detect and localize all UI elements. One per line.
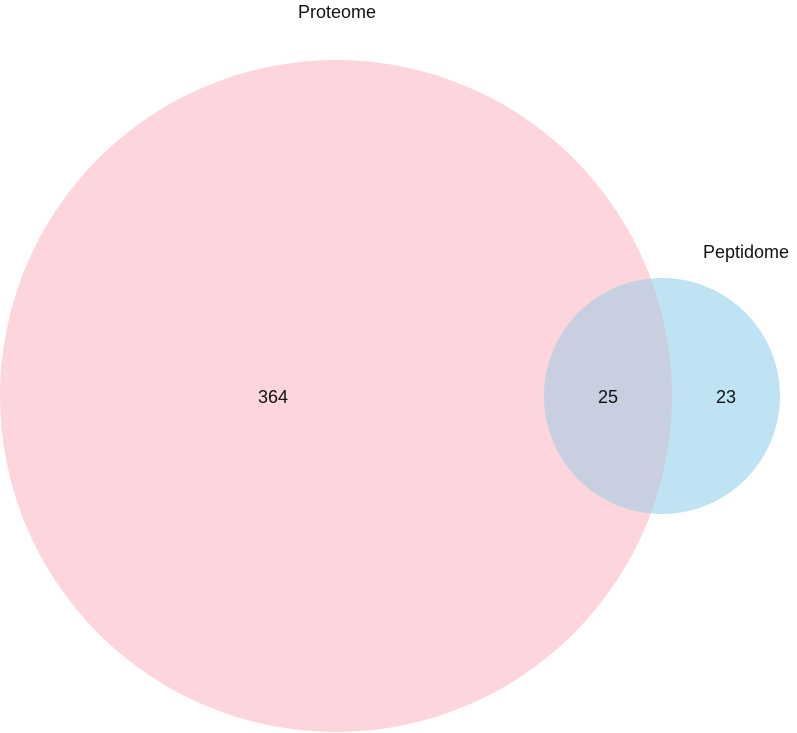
intersection-count: 25 — [598, 387, 618, 407]
proteome-circle — [0, 60, 672, 732]
proteome-set-label: Proteome — [298, 2, 376, 22]
proteome-only-count: 364 — [258, 387, 288, 407]
peptidome-only-count: 23 — [716, 387, 736, 407]
intersection-region — [544, 278, 672, 514]
peptidome-set-label: Peptidome — [703, 242, 789, 262]
